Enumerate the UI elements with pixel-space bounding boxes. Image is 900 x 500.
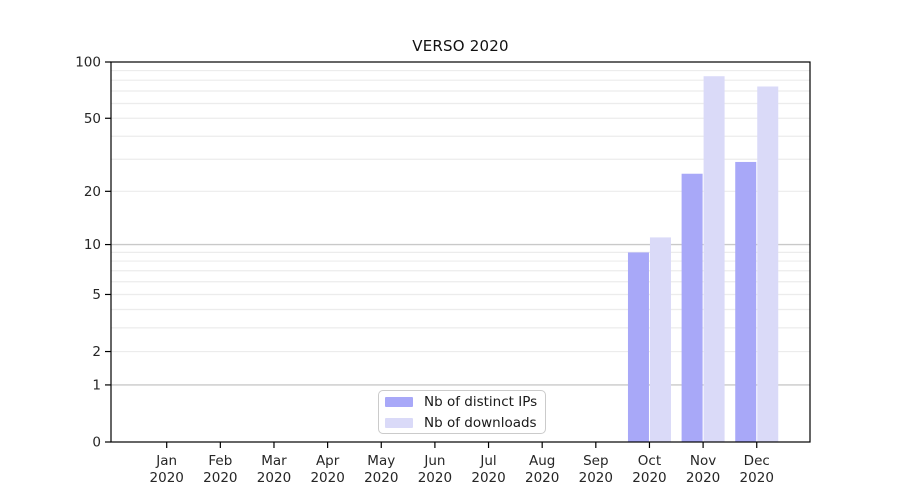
x-tick-label-year: 2020 — [471, 470, 505, 486]
legend-swatch-distinct-ips — [385, 396, 413, 407]
bar-distinct-ips-nov — [681, 173, 703, 443]
x-tick-label-year: 2020 — [418, 470, 452, 486]
bar-distinct-ips-dec — [735, 161, 757, 442]
x-tick-label-year: 2020 — [150, 470, 184, 486]
x-tick-label-month: Sep — [583, 453, 608, 469]
chart-title: VERSO 2020 — [412, 37, 509, 55]
legend: Nb of distinct IPs Nb of downloads — [378, 390, 546, 434]
x-tick-label-month: Oct — [638, 453, 661, 469]
legend-item-downloads: Nb of downloads — [385, 415, 545, 431]
x-tick-label-year: 2020 — [579, 470, 613, 486]
x-tick-label-year: 2020 — [257, 470, 291, 486]
y-tick-label: 1 — [92, 377, 101, 393]
x-tick-label-month: Jun — [423, 453, 445, 469]
legend-swatch-downloads — [385, 417, 413, 428]
x-tick-label-month: Dec — [744, 453, 770, 469]
x-tick-label-year: 2020 — [740, 470, 774, 486]
x-tick-label-month: Nov — [690, 453, 716, 469]
bar-distinct-ips-oct — [627, 252, 649, 442]
plot-border — [110, 61, 811, 443]
y-tick-label: 100 — [75, 55, 101, 71]
x-tick-label-year: 2020 — [525, 470, 559, 486]
x-tick-label-month: Mar — [261, 453, 287, 469]
y-tick-label: 50 — [84, 111, 101, 127]
y-tick-label: 0 — [92, 435, 101, 451]
y-tick-label: 2 — [92, 344, 101, 360]
x-tick-label-month: Jul — [479, 453, 496, 469]
y-tick-label: 20 — [84, 184, 101, 200]
x-tick-label-month: Feb — [208, 453, 232, 469]
legend-item-distinct-ips: Nb of distinct IPs — [385, 394, 545, 410]
legend-label-distinct-ips: Nb of distinct IPs — [424, 393, 538, 410]
x-tick-label-year: 2020 — [686, 470, 720, 486]
x-tick-label-month: May — [367, 453, 395, 469]
x-tick-label-year: 2020 — [632, 470, 666, 486]
legend-label-downloads: Nb of downloads — [424, 414, 537, 431]
bar-downloads-nov — [703, 76, 725, 443]
y-tick-label: 10 — [84, 237, 101, 253]
bar-downloads-dec — [757, 86, 779, 442]
x-tick-label-year: 2020 — [310, 470, 344, 486]
x-tick-label-month: Jan — [155, 453, 177, 469]
x-tick-label-year: 2020 — [203, 470, 237, 486]
x-tick-label-year: 2020 — [364, 470, 398, 486]
y-tick-label: 5 — [92, 287, 101, 303]
x-tick-label-month: Aug — [529, 453, 555, 469]
x-tick-label-month: Apr — [316, 453, 340, 469]
bar-downloads-oct — [649, 237, 671, 442]
